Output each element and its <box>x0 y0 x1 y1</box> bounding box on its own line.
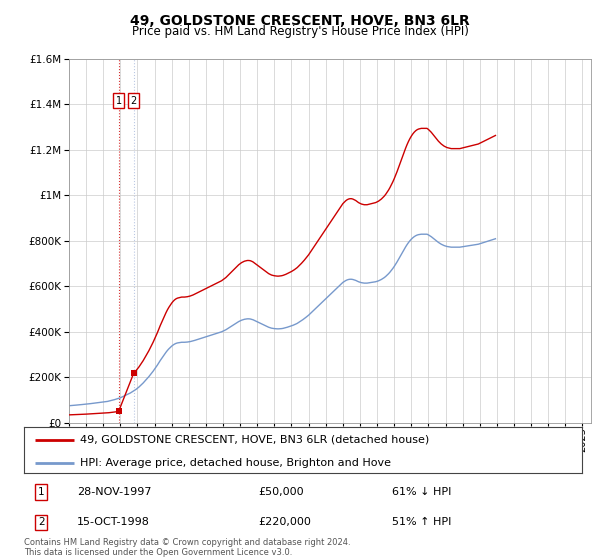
Text: 1: 1 <box>38 487 44 497</box>
Text: 28-NOV-1997: 28-NOV-1997 <box>77 487 152 497</box>
Text: 15-OCT-1998: 15-OCT-1998 <box>77 517 150 528</box>
Text: 49, GOLDSTONE CRESCENT, HOVE, BN3 6LR (detached house): 49, GOLDSTONE CRESCENT, HOVE, BN3 6LR (d… <box>80 435 429 445</box>
Text: HPI: Average price, detached house, Brighton and Hove: HPI: Average price, detached house, Brig… <box>80 458 391 468</box>
Text: Contains HM Land Registry data © Crown copyright and database right 2024.
This d: Contains HM Land Registry data © Crown c… <box>24 538 350 557</box>
Text: 2: 2 <box>131 96 137 106</box>
Text: 61% ↓ HPI: 61% ↓ HPI <box>392 487 452 497</box>
Text: Price paid vs. HM Land Registry's House Price Index (HPI): Price paid vs. HM Land Registry's House … <box>131 25 469 38</box>
Text: 2: 2 <box>38 517 44 528</box>
Text: 1: 1 <box>116 96 122 106</box>
Text: 49, GOLDSTONE CRESCENT, HOVE, BN3 6LR: 49, GOLDSTONE CRESCENT, HOVE, BN3 6LR <box>130 14 470 28</box>
Text: 51% ↑ HPI: 51% ↑ HPI <box>392 517 452 528</box>
Text: £220,000: £220,000 <box>259 517 311 528</box>
Text: £50,000: £50,000 <box>259 487 304 497</box>
